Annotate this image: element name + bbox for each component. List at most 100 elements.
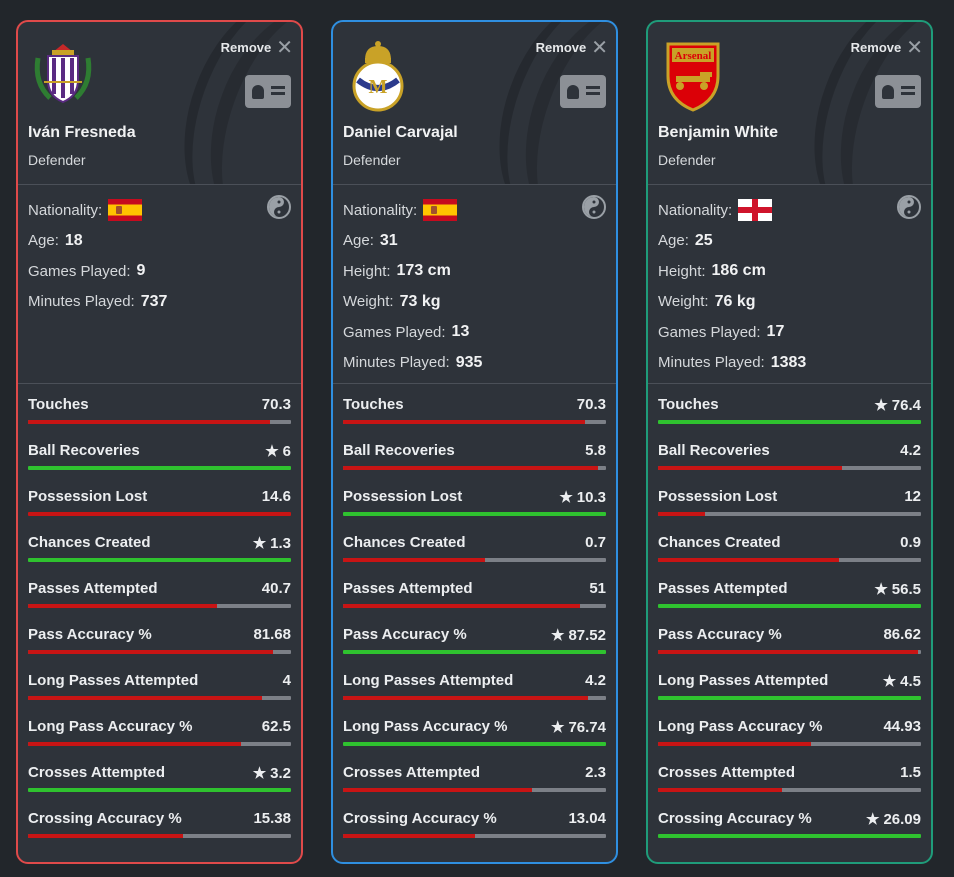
card-header: Arsenal Remove ✕ Benjamin White Defender	[648, 22, 931, 185]
info-value: 173 cm	[396, 262, 451, 280]
stat-label: Crossing Accuracy %	[28, 810, 182, 827]
stat-row: Possession Lost 12	[658, 478, 921, 524]
info-label: Age:	[658, 232, 689, 250]
stat-number: 76.74	[568, 719, 606, 736]
info-row: Weight: 76 kg	[658, 287, 921, 318]
stat-number: 13.04	[568, 810, 606, 827]
stat-row: Long Passes Attempted 4.2	[343, 662, 606, 708]
stat-bar-fill	[658, 466, 843, 470]
stat-label: Crosses Attempted	[28, 764, 165, 781]
info-row: Minutes Played: 1383	[658, 348, 921, 379]
england-flag-icon	[738, 199, 773, 222]
stat-number: 3.2	[270, 765, 291, 782]
remove-button[interactable]: Remove ✕	[851, 38, 923, 58]
stat-number: 2.3	[585, 764, 606, 781]
stat-label: Ball Recoveries	[343, 442, 455, 459]
id-card-icon[interactable]	[875, 75, 921, 108]
stat-bar-fill	[658, 742, 811, 746]
player-info: Nationality: Age: 25 Height: 186 cm Weight…	[648, 185, 931, 384]
info-value: 186 cm	[711, 262, 766, 280]
stat-value: ★ 10.3	[559, 488, 606, 506]
yin-yang-icon[interactable]	[897, 195, 921, 219]
id-card-icon[interactable]	[560, 75, 606, 108]
info-value: 13	[451, 323, 470, 341]
stat-bar	[343, 420, 606, 424]
stat-number: 4.5	[900, 673, 921, 690]
info-row: Games Played: 17	[658, 317, 921, 348]
stat-number: 4	[282, 672, 291, 689]
nationality-row: Nationality:	[28, 195, 291, 226]
stat-label: Pass Accuracy %	[658, 626, 782, 643]
info-row: Minutes Played: 935	[343, 348, 606, 379]
stat-label: Long Pass Accuracy %	[343, 718, 508, 735]
info-value: 18	[64, 231, 83, 249]
stat-bar	[343, 696, 606, 700]
yin-yang-icon[interactable]	[267, 195, 291, 219]
stat-value: ★ 1.3	[253, 534, 291, 552]
stat-value: 70.3	[262, 396, 291, 413]
stat-value: 70.3	[577, 396, 606, 413]
info-label: Weight:	[658, 293, 709, 311]
info-value: 17	[766, 323, 785, 341]
info-row: Height: 173 cm	[343, 256, 606, 287]
stat-bar	[28, 420, 291, 424]
stat-row: Possession Lost ★ 10.3	[343, 478, 606, 524]
stat-bar	[28, 788, 291, 792]
close-icon: ✕	[276, 36, 293, 59]
remove-button[interactable]: Remove ✕	[535, 38, 608, 58]
stat-bar-fill	[343, 604, 580, 608]
stat-bar-fill	[28, 466, 291, 470]
remove-button[interactable]: Remove ✕	[221, 36, 293, 59]
nationality-label: Nationality:	[343, 201, 418, 219]
info-label: Minutes Played:	[658, 354, 765, 372]
stat-number: 56.5	[891, 581, 921, 598]
stat-label: Crosses Attempted	[658, 764, 795, 781]
stat-label: Touches	[658, 396, 719, 413]
stat-label: Ball Recoveries	[28, 442, 140, 459]
stat-row: Touches 70.3	[28, 386, 291, 432]
info-value: 31	[379, 231, 398, 249]
star-icon: ★	[866, 811, 880, 828]
stat-value: 51	[589, 580, 606, 597]
stat-number: 0.9	[900, 534, 921, 551]
stat-label: Long Passes Attempted	[343, 672, 514, 689]
stat-row: Chances Created 0.7	[343, 524, 606, 570]
stat-number: 86.62	[883, 626, 921, 643]
stat-row: Long Pass Accuracy % 44.93	[658, 708, 921, 754]
info-label: Height:	[658, 262, 706, 280]
info-row: Weight: 73 kg	[343, 287, 606, 318]
stat-row: Ball Recoveries ★ 6	[28, 432, 291, 478]
stat-label: Crossing Accuracy %	[658, 810, 812, 827]
nationality-label: Nationality:	[28, 201, 103, 219]
stat-value: ★ 3.2	[253, 764, 291, 782]
stat-bar-fill	[343, 466, 599, 470]
info-label: Minutes Played:	[28, 293, 135, 311]
id-card-icon[interactable]	[245, 75, 291, 108]
remove-label: Remove	[535, 40, 587, 55]
stats-list: Touches ★ 76.4 Ball Recoveries 4.2 Possession…	[648, 384, 931, 846]
stat-bar-fill	[658, 650, 919, 654]
stat-bar-fill	[28, 558, 291, 562]
stat-value: 4.2	[900, 442, 921, 459]
stat-label: Ball Recoveries	[658, 442, 770, 459]
stat-row: Chances Created 0.9	[658, 524, 921, 570]
stat-bar	[28, 558, 291, 562]
player-position: Defender	[343, 152, 401, 168]
stat-value: 40.7	[262, 580, 291, 597]
stat-value: ★ 56.5	[874, 580, 921, 598]
stat-number: 0.7	[585, 534, 606, 551]
stat-number: 15.38	[253, 810, 291, 827]
stat-bar-fill	[28, 650, 273, 654]
stat-label: Touches	[28, 396, 89, 413]
stat-label: Passes Attempted	[28, 580, 158, 597]
star-icon: ★	[252, 535, 267, 552]
player-name: Benjamin White	[658, 124, 779, 141]
stat-label: Pass Accuracy %	[28, 626, 152, 643]
yin-yang-icon[interactable]	[582, 195, 606, 219]
stat-value: 81.68	[253, 626, 291, 643]
stat-bar-fill	[343, 834, 475, 838]
stat-bar	[658, 466, 921, 470]
stat-value: 44.93	[883, 718, 921, 735]
player-card: M Remove ✕ Daniel Carvajal Defender Nati…	[331, 20, 618, 864]
stat-row: Crosses Attempted 1.5	[658, 754, 921, 800]
